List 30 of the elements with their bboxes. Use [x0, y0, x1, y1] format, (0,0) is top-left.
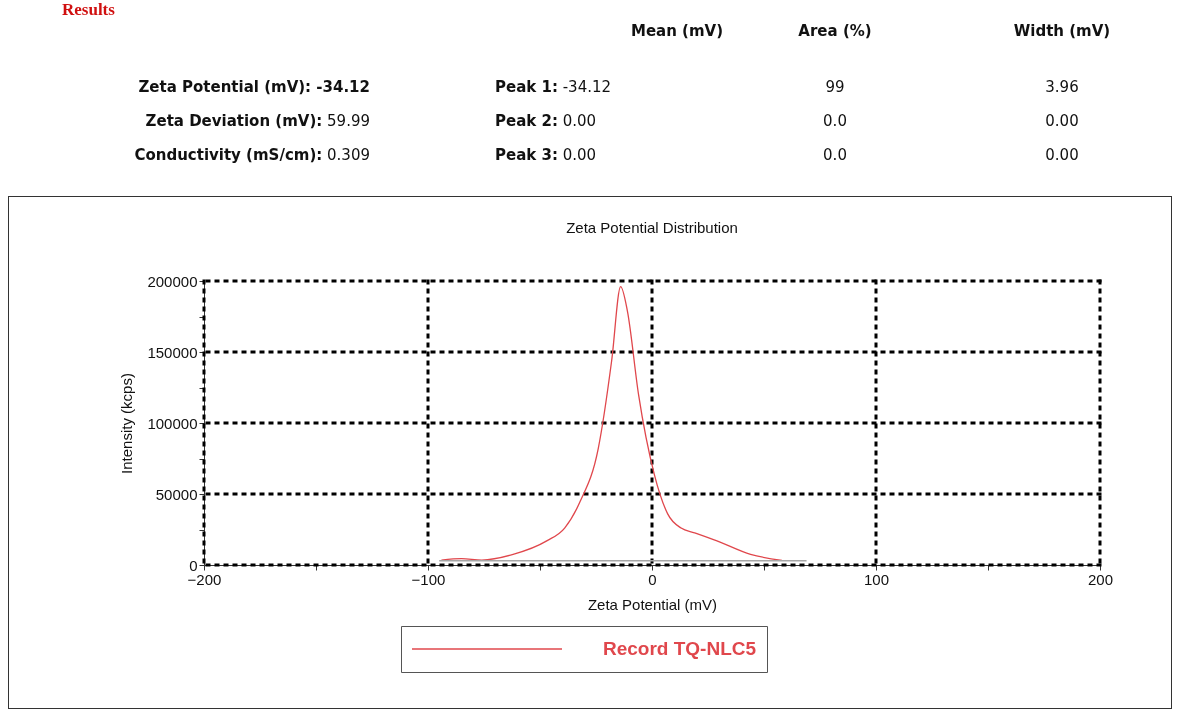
x-tick-label: 100 [863, 570, 890, 588]
y-axis-title: Intensity (kcps) [118, 373, 136, 474]
text: 0.00 [562, 146, 597, 164]
text: 0.00 [1045, 146, 1079, 164]
text: 0.0 [823, 112, 847, 130]
text: 0.00 [1045, 112, 1079, 130]
x-tick-label: 200 [1087, 570, 1114, 588]
y-tick-label: 150000 [147, 343, 198, 361]
chart-title: Zeta Potential Distribution [566, 219, 738, 236]
text: Conductivity (mS/cm): 0.309 [134, 146, 370, 164]
text: Peak 3: [495, 146, 558, 164]
y-tick-label: 50000 [155, 485, 198, 503]
line-series [440, 286, 783, 561]
x-tick-label: −100 [411, 570, 446, 588]
text: 3.96 [1045, 78, 1079, 96]
x-axis-title: Zeta Potential (mV) [587, 595, 718, 613]
text: Area (%) [798, 22, 872, 40]
text: 0.0 [823, 146, 847, 164]
y-tick-label: 100000 [147, 414, 198, 432]
text: Width (mV) [1013, 22, 1111, 40]
text: 99 [825, 78, 845, 96]
text: Record TQ-NLC5 [603, 638, 757, 659]
text: Zeta Potential (mV): -34.12 [138, 78, 370, 96]
text: Peak 1: -34.12 [495, 78, 612, 96]
x-tick-label: 0 [648, 570, 657, 588]
text: Results [62, 0, 115, 20]
text: Mean (mV) [630, 22, 724, 40]
text: Peak 2: 0.00 [495, 112, 597, 130]
text: Zeta Deviation (mV): 59.99 [145, 112, 370, 130]
y-tick-label: 200000 [147, 272, 198, 290]
